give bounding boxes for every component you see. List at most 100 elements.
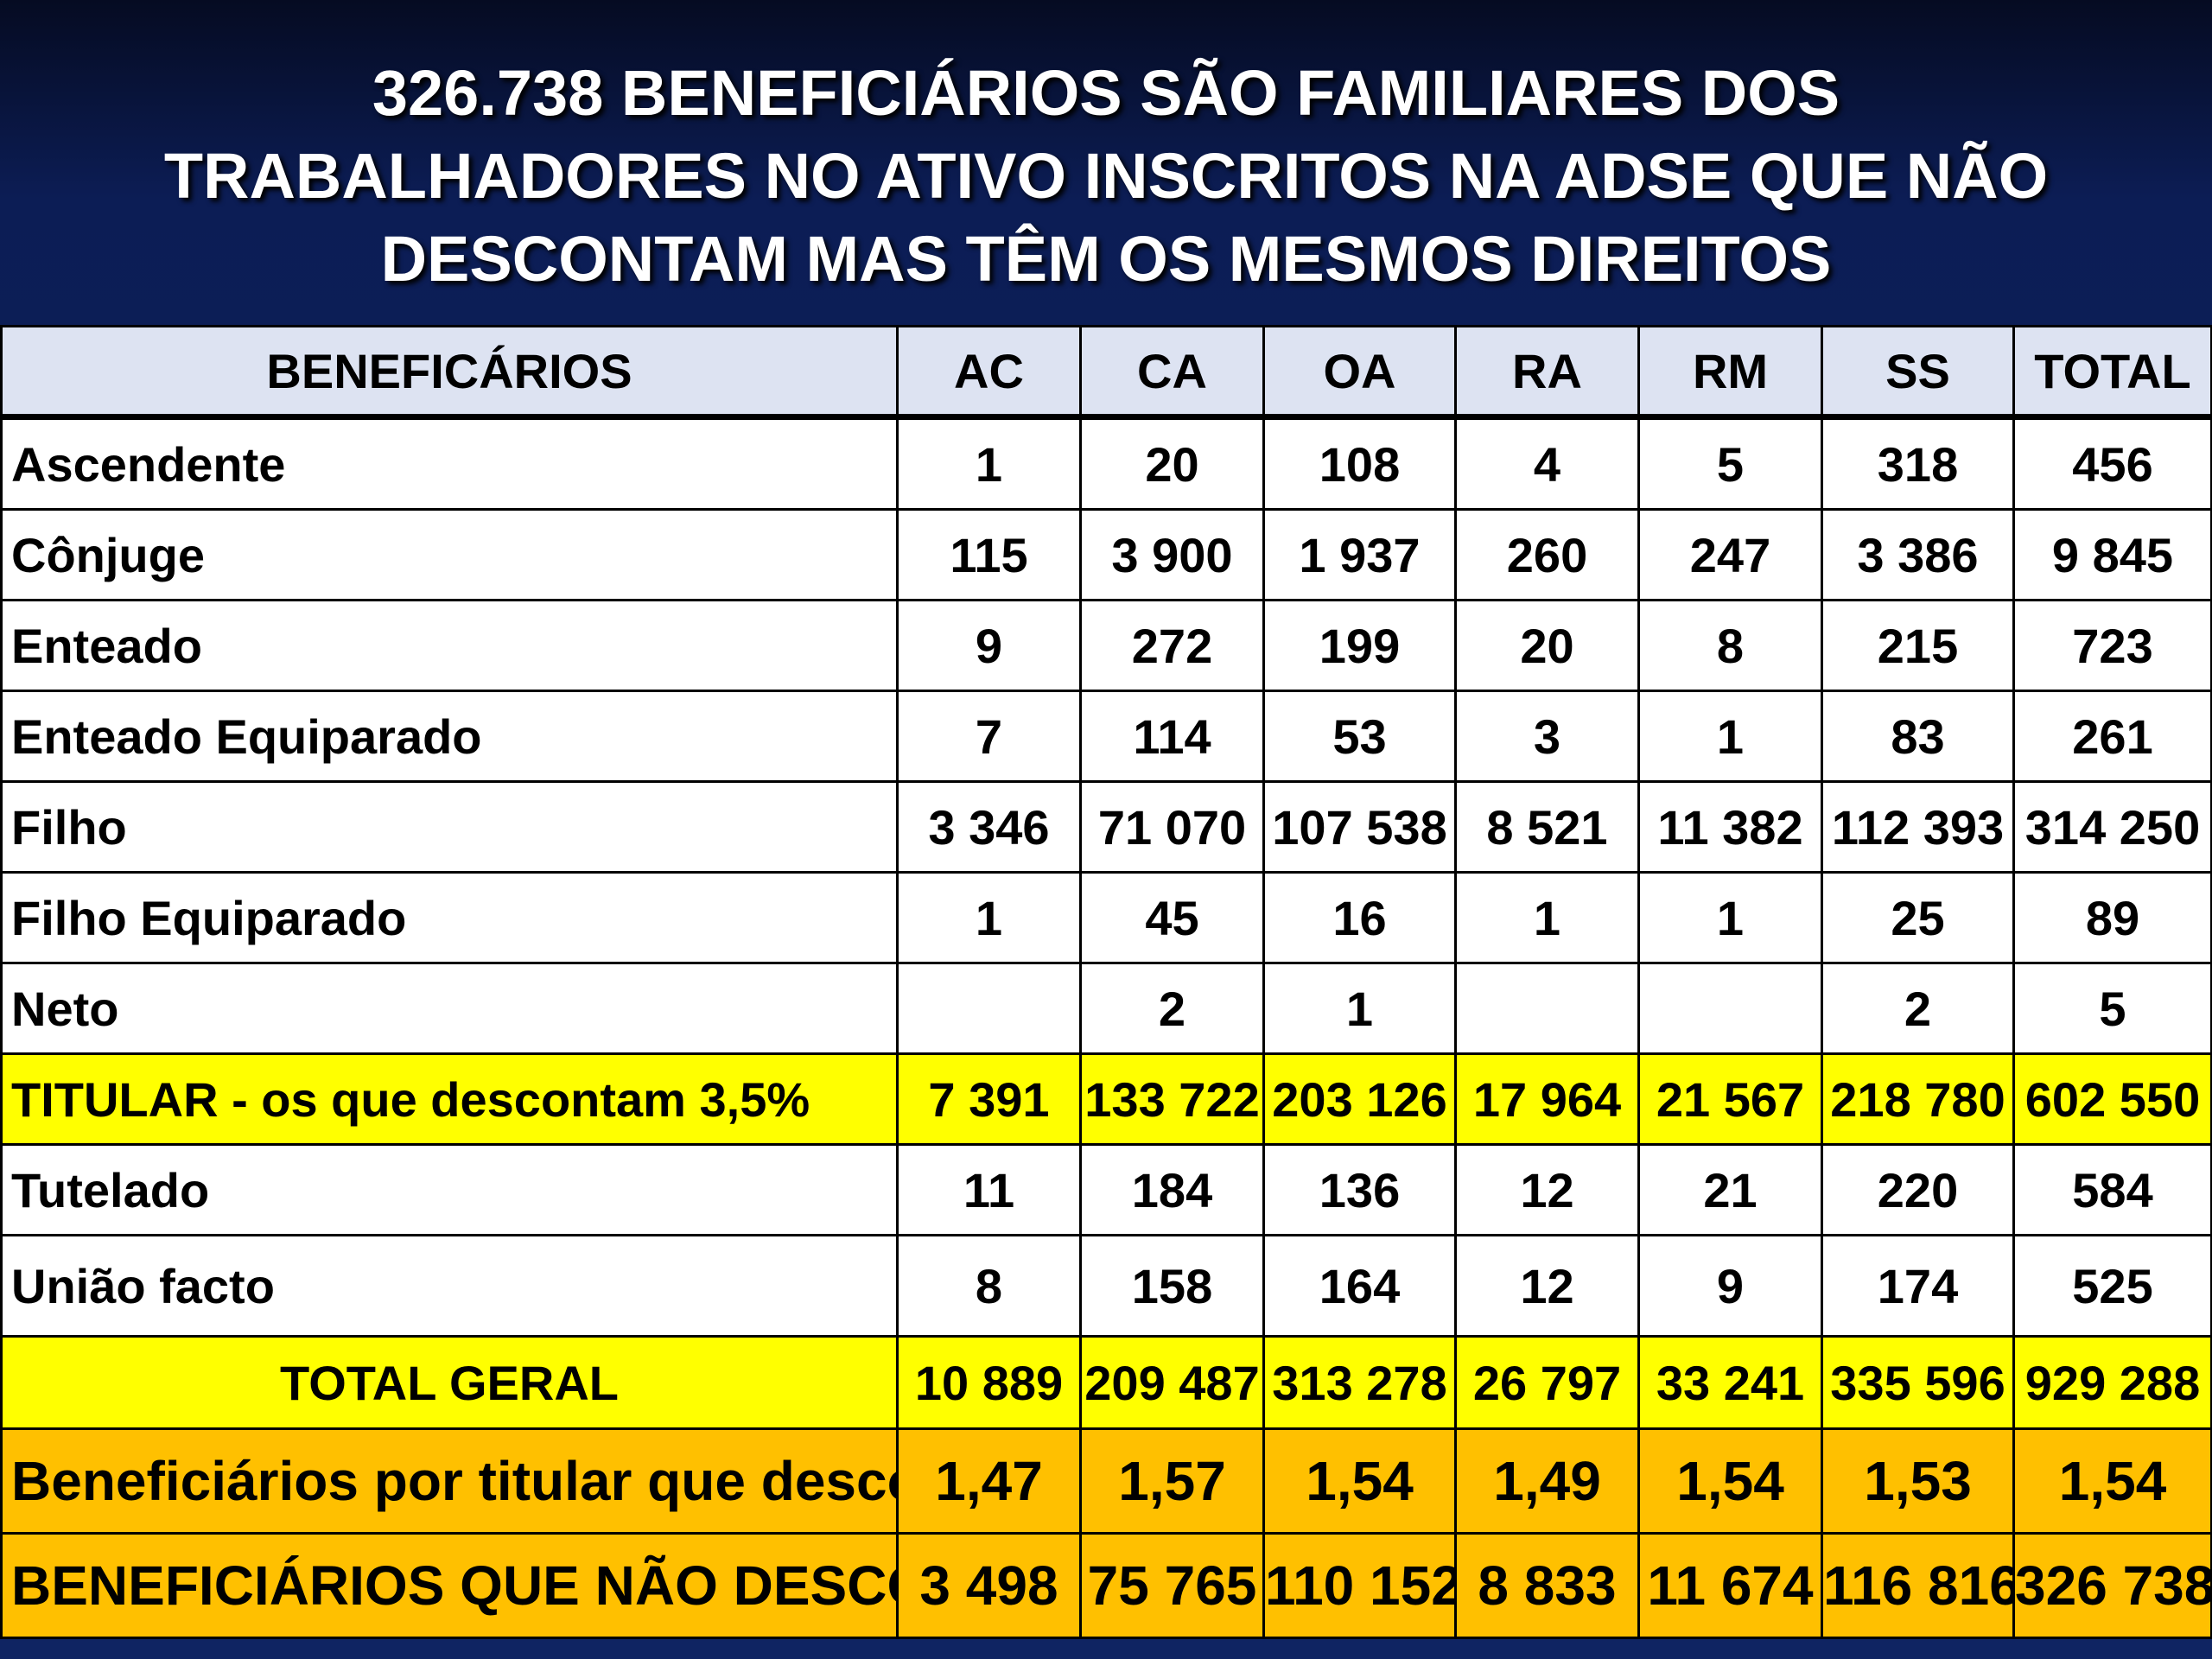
cell-ra: 17 964 [1454,1052,1640,1146]
cell-oa: 110 152 [1262,1532,1457,1639]
cell-ra: 3 [1454,690,1640,783]
cell-ss: 335 596 [1821,1335,2015,1430]
cell-ra: 12 [1454,1143,1640,1236]
cell-rm: 1,54 [1637,1427,1823,1535]
table-header-row: BENEFICÁRIOS AC CA OA RA RM SS TOTAL [0,325,2212,420]
title-line-2: TRABALHADORES NO ATIVO INSCRITOS NA ADSE… [163,140,2049,212]
table-row: Tutelado 11 184 136 12 21 220 584 [0,1143,2212,1236]
cell-oa: 53 [1262,690,1457,783]
cell-ca: 20 [1079,416,1265,511]
cell-ra: 1 [1454,871,1640,964]
cell-ac: 3 498 [896,1532,1082,1639]
cell-ss: 2 [1821,962,2015,1055]
cell-ss: 220 [1821,1143,2015,1236]
cell-total: 723 [2012,599,2212,692]
title-line-3: DESCONTAM MAS TÊM OS MESMOS DIREITOS [380,223,1832,295]
cell-ra: 260 [1454,508,1640,601]
cell-ra: 1,49 [1454,1427,1640,1535]
cell-ac: 3 346 [896,780,1082,874]
cell-total: 89 [2012,871,2212,964]
cell-rm: 33 241 [1637,1335,1823,1430]
cell-ca: 75 765 [1079,1532,1265,1639]
cell-rm: 21 [1637,1143,1823,1236]
cell-ca: 272 [1079,599,1265,692]
cell-total: 1,54 [2012,1427,2212,1535]
cell-oa: 199 [1262,599,1457,692]
cell-oa: 164 [1262,1234,1457,1338]
cell-ca: 209 487 [1079,1335,1265,1430]
cell-rm: 5 [1637,416,1823,511]
cell-total: 584 [2012,1143,2212,1236]
header-ca: CA [1079,325,1265,420]
bottom-bar [0,1640,2212,1659]
cell-oa: 1 [1262,962,1457,1055]
cell-ra [1454,962,1640,1055]
cell-total: 326 738 [2012,1532,2212,1639]
table-row-nao-descontam: BENEFICIÁRIOS QUE NÃO DESCONTAM 3 498 75… [0,1532,2212,1639]
cell-ac: 7 [896,690,1082,783]
header-beneficiarios: BENEFICÁRIOS [0,325,899,420]
cell-ca: 71 070 [1079,780,1265,874]
cell-ss: 1,53 [1821,1427,2015,1535]
cell-ac: 1 [896,871,1082,964]
row-label: TITULAR - os que descontam 3,5% [0,1052,899,1146]
row-label: União facto [0,1234,899,1338]
row-label: Ascendente [0,416,899,511]
table-row-titular: TITULAR - os que descontam 3,5% 7 391 13… [0,1052,2212,1146]
cell-ac: 8 [896,1234,1082,1338]
cell-ra: 26 797 [1454,1335,1640,1430]
cell-ca: 2 [1079,962,1265,1055]
cell-ss: 112 393 [1821,780,2015,874]
table-row: União facto 8 158 164 12 9 174 525 [0,1234,2212,1338]
cell-rm [1637,962,1823,1055]
header-total: TOTAL [2012,325,2212,420]
cell-ra: 20 [1454,599,1640,692]
row-label: Cônjuge [0,508,899,601]
row-label: Tutelado [0,1143,899,1236]
row-label: Filho [0,780,899,874]
cell-ss: 215 [1821,599,2015,692]
table-row: Enteado 9 272 199 20 8 215 723 [0,599,2212,692]
cell-rm: 11 382 [1637,780,1823,874]
cell-ss: 218 780 [1821,1052,2015,1146]
cell-rm: 21 567 [1637,1052,1823,1146]
header-ss: SS [1821,325,2015,420]
cell-rm: 9 [1637,1234,1823,1338]
cell-ra: 8 833 [1454,1532,1640,1639]
cell-rm: 1 [1637,690,1823,783]
cell-ac: 7 391 [896,1052,1082,1146]
table-row: Neto 2 1 2 5 [0,962,2212,1055]
row-label: Beneficiários por titular que desconta [0,1427,899,1535]
cell-total: 929 288 [2012,1335,2212,1430]
cell-rm: 247 [1637,508,1823,601]
cell-ca: 1,57 [1079,1427,1265,1535]
cell-ac: 10 889 [896,1335,1082,1430]
row-label: Enteado [0,599,899,692]
row-label: Filho Equiparado [0,871,899,964]
row-label: TOTAL GERAL [0,1335,899,1430]
cell-rm: 1 [1637,871,1823,964]
cell-ca: 158 [1079,1234,1265,1338]
row-label: Enteado Equiparado [0,690,899,783]
cell-oa: 107 538 [1262,780,1457,874]
cell-total: 525 [2012,1234,2212,1338]
table-row: Enteado Equiparado 7 114 53 3 1 83 261 [0,690,2212,783]
cell-oa: 16 [1262,871,1457,964]
title-line-1: 326.738 BENEFICIÁRIOS SÃO FAMILIARES DOS [372,57,1840,129]
cell-ac: 11 [896,1143,1082,1236]
header-rm: RM [1637,325,1823,420]
cell-ca: 45 [1079,871,1265,964]
header-oa: OA [1262,325,1457,420]
cell-ac: 1 [896,416,1082,511]
cell-total: 5 [2012,962,2212,1055]
cell-total: 602 550 [2012,1052,2212,1146]
table-row: Ascendente 1 20 108 4 5 318 456 [0,416,2212,511]
cell-ac: 115 [896,508,1082,601]
cell-ss: 318 [1821,416,2015,511]
cell-ca: 114 [1079,690,1265,783]
table-row-total-geral: TOTAL GERAL 10 889 209 487 313 278 26 79… [0,1335,2212,1430]
cell-ca: 3 900 [1079,508,1265,601]
cell-total: 314 250 [2012,780,2212,874]
cell-ra: 8 521 [1454,780,1640,874]
